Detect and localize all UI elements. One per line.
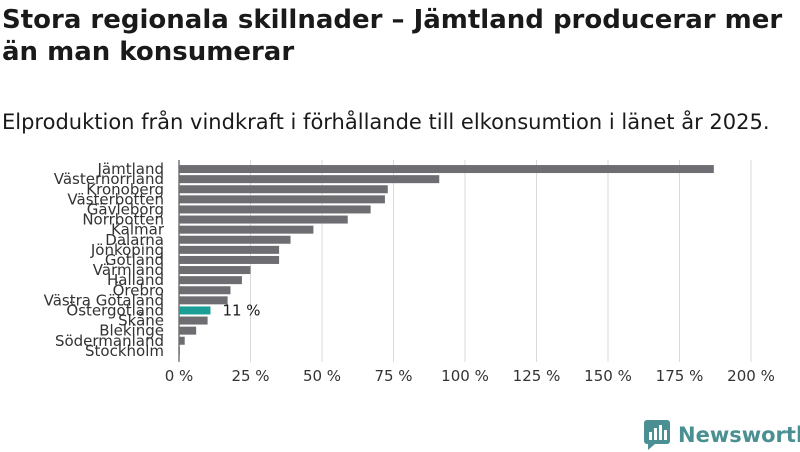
category-label-sodermanland: Södermanland: [55, 332, 164, 350]
category-label-blekinge: Blekinge: [99, 322, 164, 340]
bar-jonkoping: [179, 245, 280, 254]
category-label-vastra-gotaland: Västra Götaland: [44, 291, 164, 309]
category-label-vasternorrland: Västernorrland: [54, 170, 164, 188]
bar-vasternorrland: [179, 175, 440, 184]
category-label-kronoberg: Kronoberg: [86, 180, 164, 198]
bar-orebro: [179, 286, 231, 295]
x-tick-label: 0 %: [165, 367, 194, 385]
bar-gotland: [179, 255, 280, 264]
data-label-ostergotland: 11 %: [222, 301, 260, 319]
category-label-gavleborg: Gävleborg: [87, 200, 164, 218]
chart-title: Stora regionala skillnader – Jämtland pr…: [2, 5, 783, 67]
bar-vastra-gotaland: [179, 296, 228, 305]
bar-chart: JämtlandVästernorrlandKronobergVästerbot…: [44, 160, 775, 385]
x-tick-label: 175 %: [656, 367, 704, 385]
x-tick-label: 50 %: [303, 367, 341, 385]
bar-kalmar: [179, 225, 314, 234]
category-label-vasterbotten: Västerbotten: [67, 190, 164, 208]
newsworthy-logo-icon: [644, 420, 670, 450]
brand-name: Newsworthy: [678, 423, 800, 447]
category-label-jamtland: Jämtland: [97, 160, 165, 178]
bar-varmland: [179, 266, 251, 275]
bar-vasterbotten: [179, 195, 385, 204]
bar-skane: [179, 316, 208, 325]
category-label-orebro: Örebro: [113, 280, 164, 299]
x-tick-label: 75 %: [374, 367, 412, 385]
category-label-kalmar: Kalmar: [111, 221, 165, 239]
category-label-gotland: Gotland: [105, 251, 164, 269]
category-label-norrbotten: Norrbotten: [82, 211, 164, 229]
bar-ostergotland: [179, 306, 211, 315]
bar-norrbotten: [179, 215, 348, 224]
chart-subtitle: Elproduktion från vindkraft i förhålland…: [2, 110, 770, 134]
category-label-ostergotland: Östergötland: [66, 300, 164, 319]
newsworthy-logo: Newsworthy: [644, 418, 800, 452]
category-label-halland: Halland: [107, 271, 164, 289]
x-tick-label: 150 %: [584, 367, 632, 385]
x-tick-label: 25 %: [231, 367, 269, 385]
category-label-skane: Skåne: [118, 312, 164, 330]
x-tick-label: 125 %: [513, 367, 561, 385]
x-tick-label: 100 %: [441, 367, 489, 385]
bar-jamtland: [179, 165, 714, 174]
category-label-stockholm: Stockholm: [85, 342, 164, 360]
category-label-dalarna: Dalarna: [105, 231, 164, 249]
x-tick-label: 200 %: [727, 367, 775, 385]
bar-dalarna: [179, 235, 291, 244]
bar-stockholm: [179, 346, 180, 355]
bar-blekinge: [179, 326, 197, 335]
bar-sodermanland: [179, 336, 185, 345]
category-label-jonkoping: Jönköping: [90, 241, 164, 259]
category-label-varmland: Värmland: [93, 261, 164, 279]
bar-halland: [179, 276, 242, 285]
bar-gavleborg: [179, 205, 371, 214]
bar-kronoberg: [179, 185, 388, 194]
